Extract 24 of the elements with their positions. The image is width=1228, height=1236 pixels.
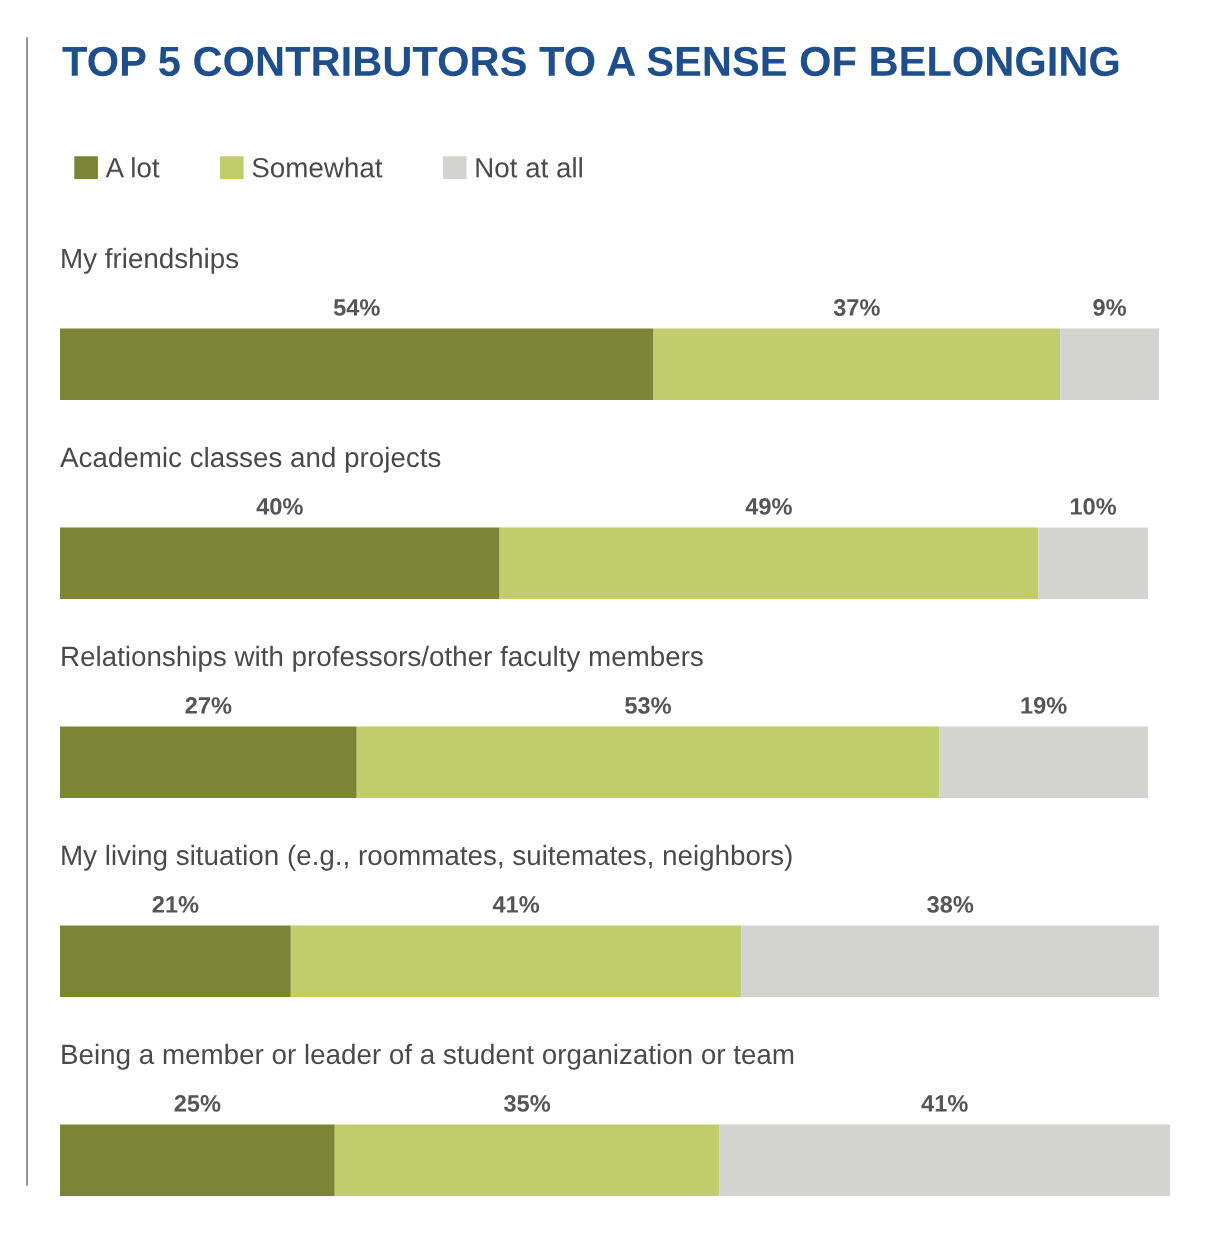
data-label: 35% [503,1095,551,1112]
legend-label: A lot [105,157,160,178]
legend-label: Not at all [476,157,582,178]
legend-label: Somewhat [252,157,383,178]
y-tick-label: Relationships with professors/other faculty members [62,645,703,672]
data-label: 21% [152,896,199,913]
data-label: 53% [625,697,671,714]
data-label: 38% [927,896,974,913]
data-label: 41% [492,896,540,913]
data-label: 41% [921,1095,968,1112]
data-label: 27% [185,697,232,714]
y-tick-label: My living situation (e.g., roommates, suitemates, neighbors) [62,844,792,871]
data-label: 19% [1021,697,1067,714]
data-label: 54% [333,299,380,316]
data-label: 9% [1093,299,1126,316]
y-tick-label: Academic classes and projects [60,446,441,473]
y-tick-label: My friendships [62,247,239,274]
data-label: 37% [833,299,880,316]
chart-title: TOP 5 CONTRIBUTORS TO A SENSE OF BELONGING [62,46,1119,77]
data-label: 25% [174,1095,221,1112]
data-label: 49% [745,498,792,515]
data-label: 40% [256,498,303,515]
data-label: 10% [1070,498,1117,515]
y-tick-label: Being a member or leader of a student organization or team [62,1043,794,1070]
